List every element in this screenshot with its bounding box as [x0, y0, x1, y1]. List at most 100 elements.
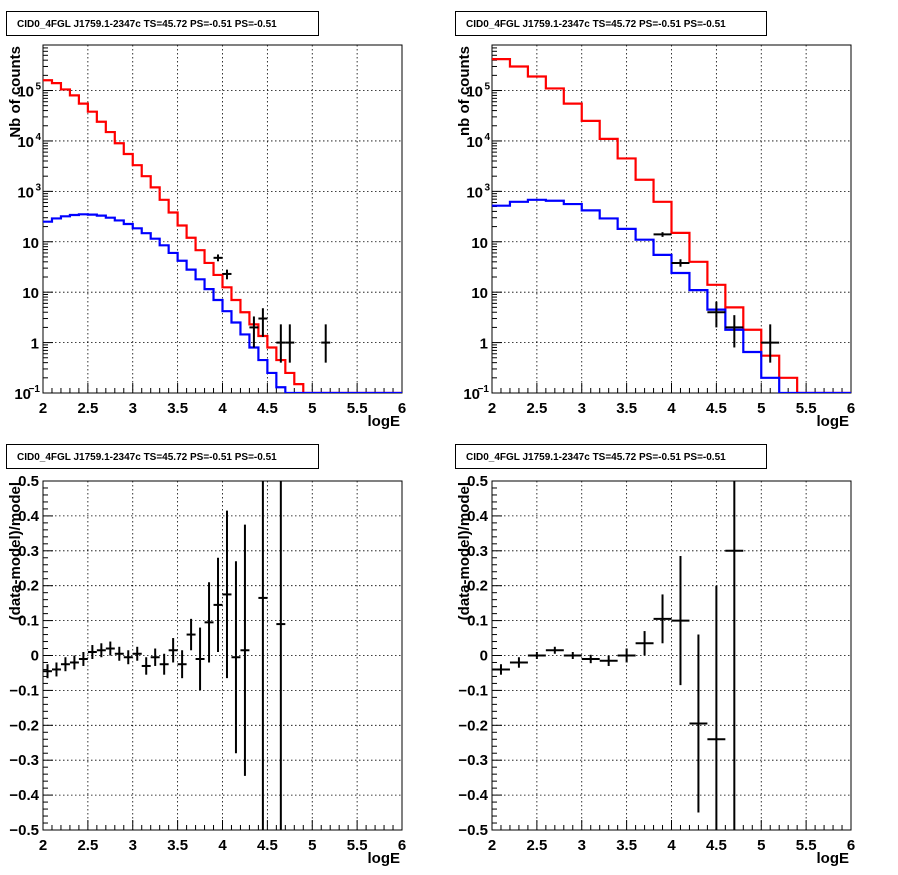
y-axis-label: (data-model)/model	[7, 482, 24, 620]
y-tick-label: −0.5	[458, 822, 488, 839]
x-tick-label: 6	[847, 837, 855, 854]
y-tick-label: −0.5	[9, 822, 39, 839]
y-tick-label: 0.5	[467, 473, 488, 490]
x-tick-label: 2	[39, 837, 47, 854]
y-tick-label: −0.1	[9, 682, 39, 699]
x-tick-label: 3.5	[167, 837, 188, 854]
x-tick-label: 5	[757, 400, 765, 417]
x-axis-label: logE	[368, 850, 401, 867]
y-tick-label: −0.2	[458, 717, 488, 734]
y-tick-label: 10	[463, 386, 480, 403]
chart-panel-4: CID0_4FGL J1759.1-2347c TS=45.72 PS=-0.5…	[455, 444, 855, 867]
x-tick-label: 3	[129, 837, 137, 854]
x-tick-label: 4	[667, 400, 676, 417]
y-tick-exponent: 5	[35, 82, 41, 93]
x-axis-label: logE	[817, 850, 850, 867]
y-tick-label: 10	[14, 386, 31, 403]
x-tick-label: 5.5	[796, 837, 817, 854]
x-tick-label: 2.5	[526, 837, 547, 854]
y-tick-label: −0.4	[9, 787, 39, 804]
y-axis-label: Nb of counts	[7, 46, 24, 138]
series-group	[43, 79, 402, 393]
y-tick-label: 0.4	[467, 508, 489, 525]
x-tick-label: 2	[488, 837, 496, 854]
x-tick-label: 2.5	[77, 400, 98, 417]
y-tick-label: 10	[17, 84, 34, 101]
x-tick-label: 3	[578, 400, 586, 417]
y-tick-label: −0.4	[458, 787, 488, 804]
y-tick-label: 10	[471, 235, 488, 252]
x-tick-label: 3	[578, 837, 586, 854]
y-tick-exponent: 3	[35, 182, 41, 193]
chart-title: CID0_4FGL J1759.1-2347c TS=45.72 PS=-0.5…	[466, 19, 726, 30]
y-axis-label: (data-model)/model	[456, 482, 473, 620]
y-tick-label: 0.1	[18, 613, 39, 630]
x-tick-label: 4	[218, 400, 227, 417]
y-tick-exponent: 4	[484, 132, 490, 143]
y-tick-exponent: −1	[478, 384, 490, 395]
y-tick-label: 0.3	[467, 543, 488, 560]
chart-title: CID0_4FGL J1759.1-2347c TS=45.72 PS=-0.5…	[17, 452, 277, 463]
x-tick-label: 6	[398, 400, 406, 417]
x-tick-label: 5	[308, 400, 316, 417]
y-tick-label: −0.3	[9, 752, 39, 769]
series-line-2	[492, 198, 851, 393]
y-tick-label: −0.3	[458, 752, 488, 769]
x-tick-label: 3.5	[616, 400, 637, 417]
x-tick-label: 6	[847, 400, 855, 417]
x-axis-label: logE	[368, 413, 401, 430]
x-tick-label: 2	[488, 400, 496, 417]
series-group	[43, 481, 286, 830]
series-points-1	[43, 481, 286, 830]
y-tick-label: 0.2	[467, 578, 488, 595]
y-axis-label: nb of counts	[456, 46, 473, 136]
y-tick-label: 1	[480, 336, 488, 353]
chart-panel-1: CID0_4FGL J1759.1-2347c TS=45.72 PS=-0.5…	[6, 11, 406, 430]
y-tick-label: 0	[480, 648, 488, 665]
y-tick-label: 0.3	[18, 543, 39, 560]
x-tick-label: 4.5	[257, 837, 278, 854]
chart-title: CID0_4FGL J1759.1-2347c TS=45.72 PS=-0.5…	[17, 19, 277, 30]
x-tick-label: 4.5	[257, 400, 278, 417]
x-tick-label: 4.5	[706, 837, 727, 854]
x-tick-label: 5.5	[796, 400, 817, 417]
y-tick-label: 1	[31, 336, 39, 353]
title-box	[6, 11, 319, 36]
y-tick-exponent: 4	[35, 132, 41, 143]
y-tick-exponent: 5	[484, 82, 490, 93]
series-line-1	[43, 79, 402, 393]
x-tick-label: 3.5	[167, 400, 188, 417]
x-tick-label: 5	[757, 837, 765, 854]
y-tick-label: −0.2	[9, 717, 39, 734]
x-tick-label: 3	[129, 400, 137, 417]
y-tick-label: 10	[466, 184, 483, 201]
y-tick-label: 10	[22, 235, 39, 252]
y-tick-label: 10	[17, 184, 34, 201]
y-tick-label: 0.1	[467, 613, 488, 630]
y-tick-label: 0.5	[18, 473, 39, 490]
series-group	[492, 58, 851, 393]
x-tick-label: 4	[667, 837, 676, 854]
series-points-3	[653, 232, 780, 363]
y-tick-label: 10	[22, 285, 39, 302]
x-tick-label: 3.5	[616, 837, 637, 854]
y-tick-label: −0.1	[458, 682, 488, 699]
x-tick-label: 2.5	[77, 837, 98, 854]
grid	[43, 481, 402, 830]
x-tick-label: 4	[218, 837, 227, 854]
y-tick-label: 10	[17, 134, 34, 151]
series-points-1	[492, 481, 744, 830]
series-points-3	[213, 254, 331, 363]
grid	[43, 45, 402, 393]
series-line-1	[492, 58, 851, 393]
x-tick-label: 5	[308, 837, 316, 854]
x-axis-label: logE	[817, 413, 850, 430]
title-box	[455, 11, 767, 36]
title-box	[6, 444, 319, 469]
y-tick-label: 10	[466, 84, 483, 101]
x-tick-label: 5.5	[347, 837, 368, 854]
y-tick-exponent: −1	[29, 384, 41, 395]
x-tick-label: 6	[398, 837, 406, 854]
y-tick-exponent: 3	[484, 182, 490, 193]
y-tick-label: 0.2	[18, 578, 39, 595]
